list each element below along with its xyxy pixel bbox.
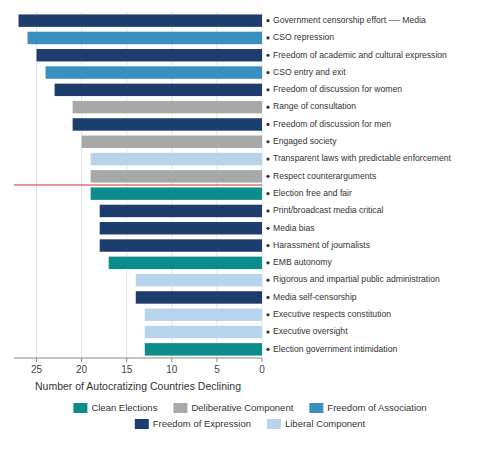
tick xyxy=(36,358,37,362)
category-label: CSO entry and exit xyxy=(273,67,346,77)
bullet xyxy=(266,88,269,91)
bullet xyxy=(266,106,269,109)
bullet xyxy=(266,123,269,126)
bullet xyxy=(266,330,269,333)
legend-swatch xyxy=(173,403,187,413)
tick-label: 15 xyxy=(121,364,133,375)
tick xyxy=(216,358,217,362)
bar xyxy=(136,274,262,286)
x-ticks: 25 20 15 10 5 0 xyxy=(31,358,265,375)
category-label: Transparent laws with predictable enforc… xyxy=(273,153,451,163)
bar xyxy=(73,118,262,130)
category-label: Executive respects constitution xyxy=(273,309,391,319)
background xyxy=(0,0,500,453)
x-axis-line xyxy=(14,358,262,359)
bar xyxy=(100,205,262,217)
category-labels: Government censorship effort ---- Media C… xyxy=(266,15,451,354)
bar xyxy=(37,49,262,61)
bullet xyxy=(266,296,269,299)
bar xyxy=(46,66,262,78)
legend-item: Deliberative Component xyxy=(173,402,293,413)
category-label: EMB autonomy xyxy=(273,257,332,267)
bar xyxy=(28,32,262,44)
bullet xyxy=(266,348,269,351)
bullet xyxy=(266,279,269,282)
category-label: Media self-censorship xyxy=(273,292,357,302)
bar xyxy=(100,239,262,251)
x-label: Number of Autocratizing Countries Declin… xyxy=(35,380,241,392)
category-label: Election government intimidation xyxy=(273,344,397,354)
category-label: Media bias xyxy=(273,223,315,233)
category-label: Executive oversight xyxy=(273,326,348,336)
legend-item: Liberal Component xyxy=(267,418,366,429)
tick xyxy=(81,358,82,362)
bar xyxy=(100,222,262,234)
bullet xyxy=(266,244,269,247)
bullet xyxy=(266,54,269,57)
bullet xyxy=(266,140,269,143)
bullet xyxy=(266,192,269,195)
bullet xyxy=(266,175,269,178)
bullet xyxy=(266,261,269,264)
category-label: Election free and fair xyxy=(273,188,352,198)
category-label: Freedom of discussion for men xyxy=(273,119,391,129)
bar xyxy=(91,187,262,199)
tick-label: 5 xyxy=(214,364,220,375)
bar xyxy=(91,170,262,182)
category-label: CSO repression xyxy=(273,32,334,42)
bar xyxy=(73,101,262,113)
bullet xyxy=(266,227,269,230)
bar xyxy=(19,14,262,26)
legend-label: Freedom of Expression xyxy=(153,418,251,429)
bullet xyxy=(266,157,269,160)
legend-swatch xyxy=(309,403,323,413)
category-label: Government censorship effort ---- Media xyxy=(273,15,426,25)
bar xyxy=(145,309,262,321)
bar xyxy=(145,343,262,355)
bullet xyxy=(266,71,269,74)
bar xyxy=(91,153,262,165)
category-label: Respect counterarguments xyxy=(273,171,376,181)
legend-swatch xyxy=(73,403,87,413)
bar xyxy=(136,291,262,303)
bar xyxy=(145,326,262,338)
category-label: Freedom of discussion for women xyxy=(273,84,402,94)
legend-item: Clean Elections xyxy=(73,402,157,413)
tick xyxy=(171,358,172,362)
category-label: Engaged society xyxy=(273,136,337,146)
bar xyxy=(82,136,262,148)
category-label: Freedom of academic and cultural express… xyxy=(273,50,447,60)
legend: Clean Elections Deliberative Component Fre… xyxy=(73,402,426,429)
tick xyxy=(126,358,127,362)
bullet xyxy=(266,209,269,212)
legend-label: Clean Elections xyxy=(91,402,157,413)
tick-label: 10 xyxy=(166,364,178,375)
legend-item: Freedom of Expression xyxy=(135,418,251,429)
category-label: Rigorous and impartial public administra… xyxy=(273,274,440,284)
legend-label: Liberal Component xyxy=(285,418,366,429)
legend-swatch xyxy=(135,419,149,429)
category-label: Harassment of journalists xyxy=(273,240,370,250)
bullet xyxy=(266,36,269,39)
category-label: Print/broadcast media critical xyxy=(273,205,383,215)
legend-swatch xyxy=(267,419,281,429)
divider xyxy=(14,184,262,185)
tick xyxy=(262,358,263,362)
tick-label: 25 xyxy=(31,364,43,375)
legend-item: Freedom of Association xyxy=(309,402,426,413)
bar xyxy=(55,84,262,96)
bullet xyxy=(266,19,269,22)
tick-label: 0 xyxy=(259,364,265,375)
bullet xyxy=(266,313,269,316)
tick-label: 20 xyxy=(76,364,88,375)
category-label: Range of consultation xyxy=(273,101,356,111)
legend-label: Deliberative Component xyxy=(191,402,293,413)
legend-label: Freedom of Association xyxy=(327,402,426,413)
bar xyxy=(109,257,262,269)
